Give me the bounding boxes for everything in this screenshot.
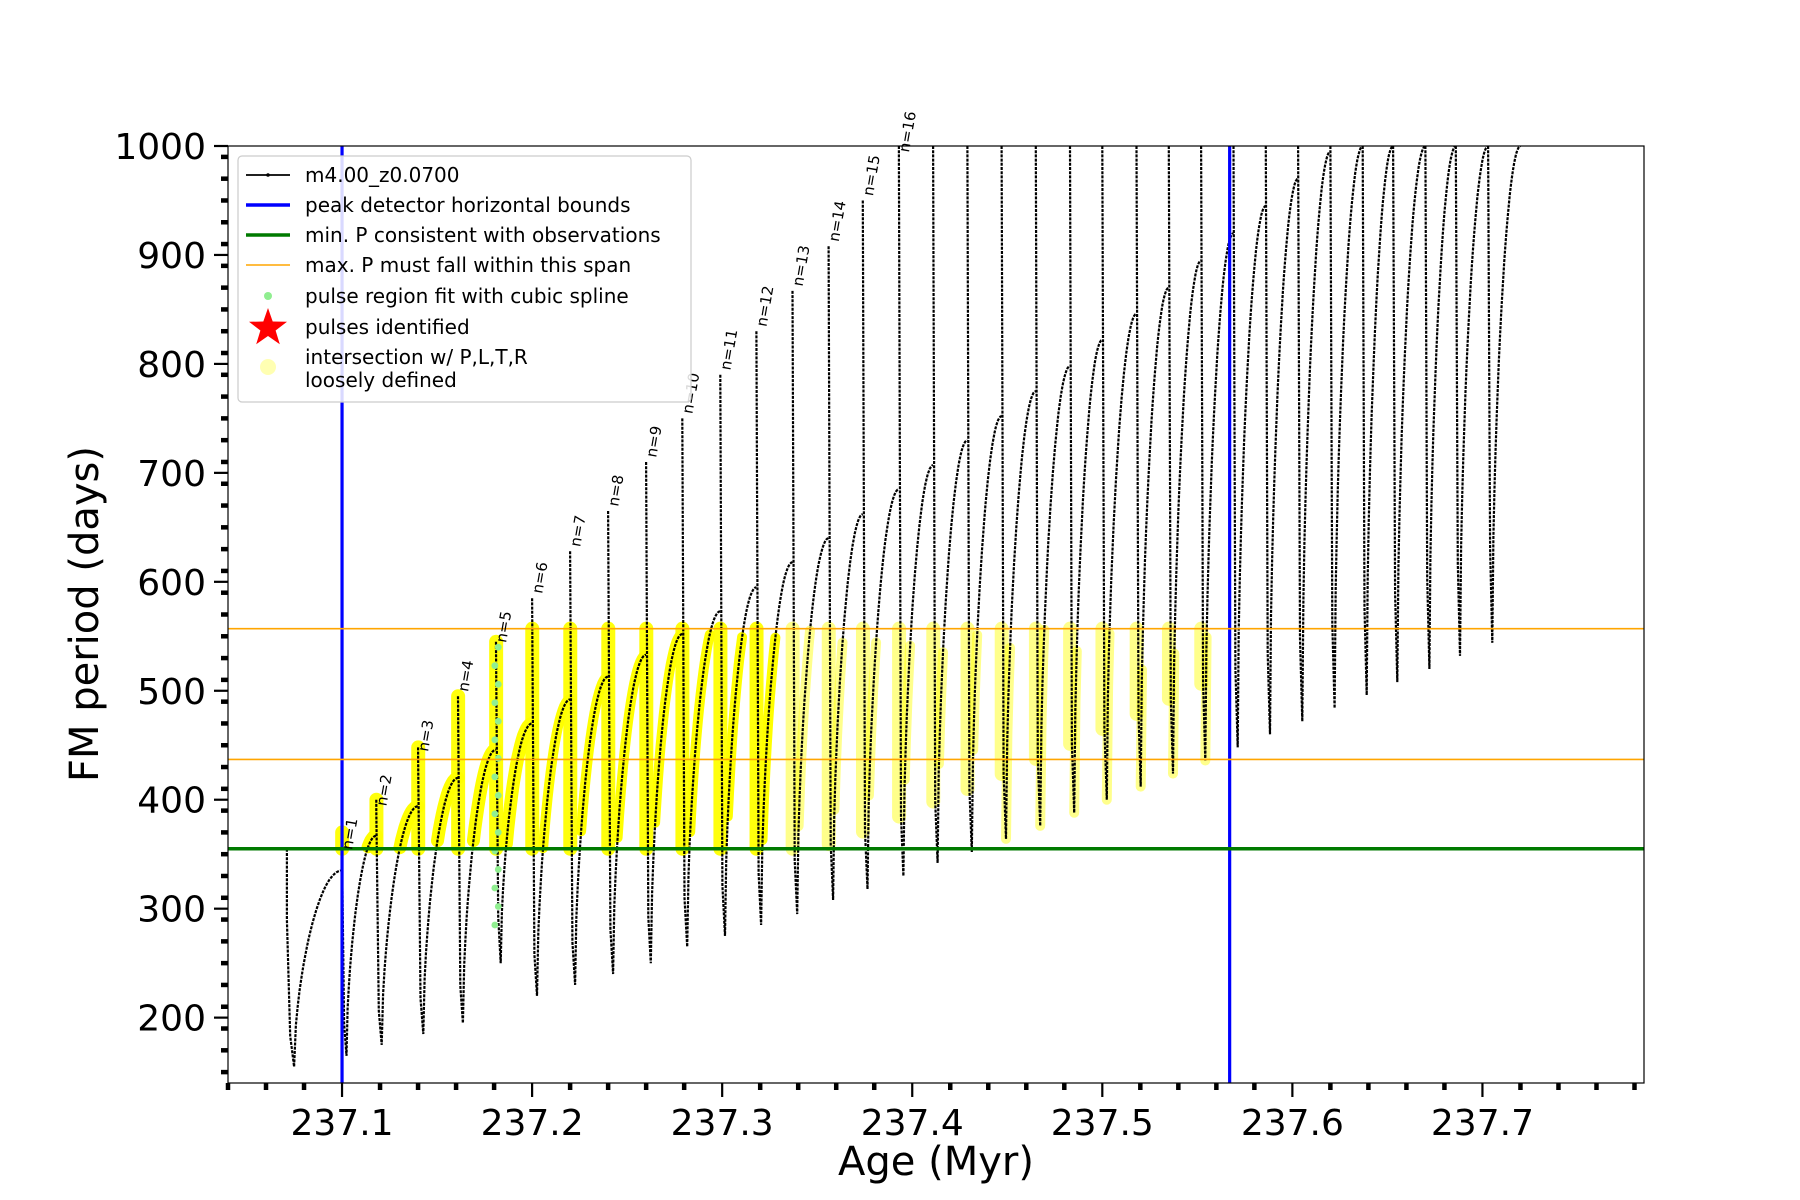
- spline-point: [495, 644, 502, 651]
- y-axis-label: FM period (days): [62, 446, 108, 782]
- legend-spline-swatch: [264, 292, 272, 300]
- spline-point: [491, 736, 498, 743]
- legend-label: peak detector horizontal bounds: [305, 193, 631, 217]
- spline-point: [495, 792, 502, 799]
- legend-intersection-swatch: [260, 359, 276, 375]
- legend-label: loosely defined: [305, 368, 457, 392]
- spline-point: [491, 699, 498, 706]
- x-tick-label: 237.6: [1241, 1103, 1344, 1144]
- y-tick-label: 300: [137, 890, 206, 931]
- legend-label: pulse region fit with cubic spline: [305, 284, 629, 308]
- spline-point: [495, 681, 502, 688]
- y-tick-label: 700: [137, 454, 206, 495]
- x-tick-label: 237.5: [1051, 1103, 1154, 1144]
- spline-point: [491, 922, 498, 929]
- x-tick-label: 237.4: [861, 1103, 964, 1144]
- spline-point: [495, 903, 502, 910]
- spline-point: [495, 755, 502, 762]
- legend-label: min. P consistent with observations: [305, 223, 661, 247]
- x-tick-label: 237.1: [291, 1103, 394, 1144]
- legend-label: intersection w/ P,L,T,R: [305, 345, 528, 369]
- y-tick-label: 200: [137, 999, 206, 1040]
- y-tick-label: 1000: [114, 127, 206, 168]
- spline-point: [491, 810, 498, 817]
- y-tick-label: 500: [137, 672, 206, 713]
- x-tick-label: 237.7: [1431, 1103, 1534, 1144]
- spline-point: [495, 718, 502, 725]
- y-tick-label: 900: [137, 236, 206, 277]
- spline-point: [495, 866, 502, 873]
- legend-label: m4.00_z0.0700: [305, 163, 460, 187]
- legend-label: max. P must fall within this span: [305, 253, 631, 277]
- spline-point: [495, 829, 502, 836]
- legend-label: pulses identified: [305, 315, 470, 339]
- y-tick-label: 600: [137, 563, 206, 604]
- x-tick-label: 237.3: [671, 1103, 774, 1144]
- y-tick-label: 800: [137, 345, 206, 386]
- x-axis-label: Age (Myr): [838, 1139, 1034, 1185]
- spline-point: [491, 662, 498, 669]
- spline-point: [491, 885, 498, 892]
- spline-point: [491, 773, 498, 780]
- legend-track-marker: [266, 173, 270, 177]
- x-tick-label: 237.2: [481, 1103, 584, 1144]
- y-tick-label: 400: [137, 781, 206, 822]
